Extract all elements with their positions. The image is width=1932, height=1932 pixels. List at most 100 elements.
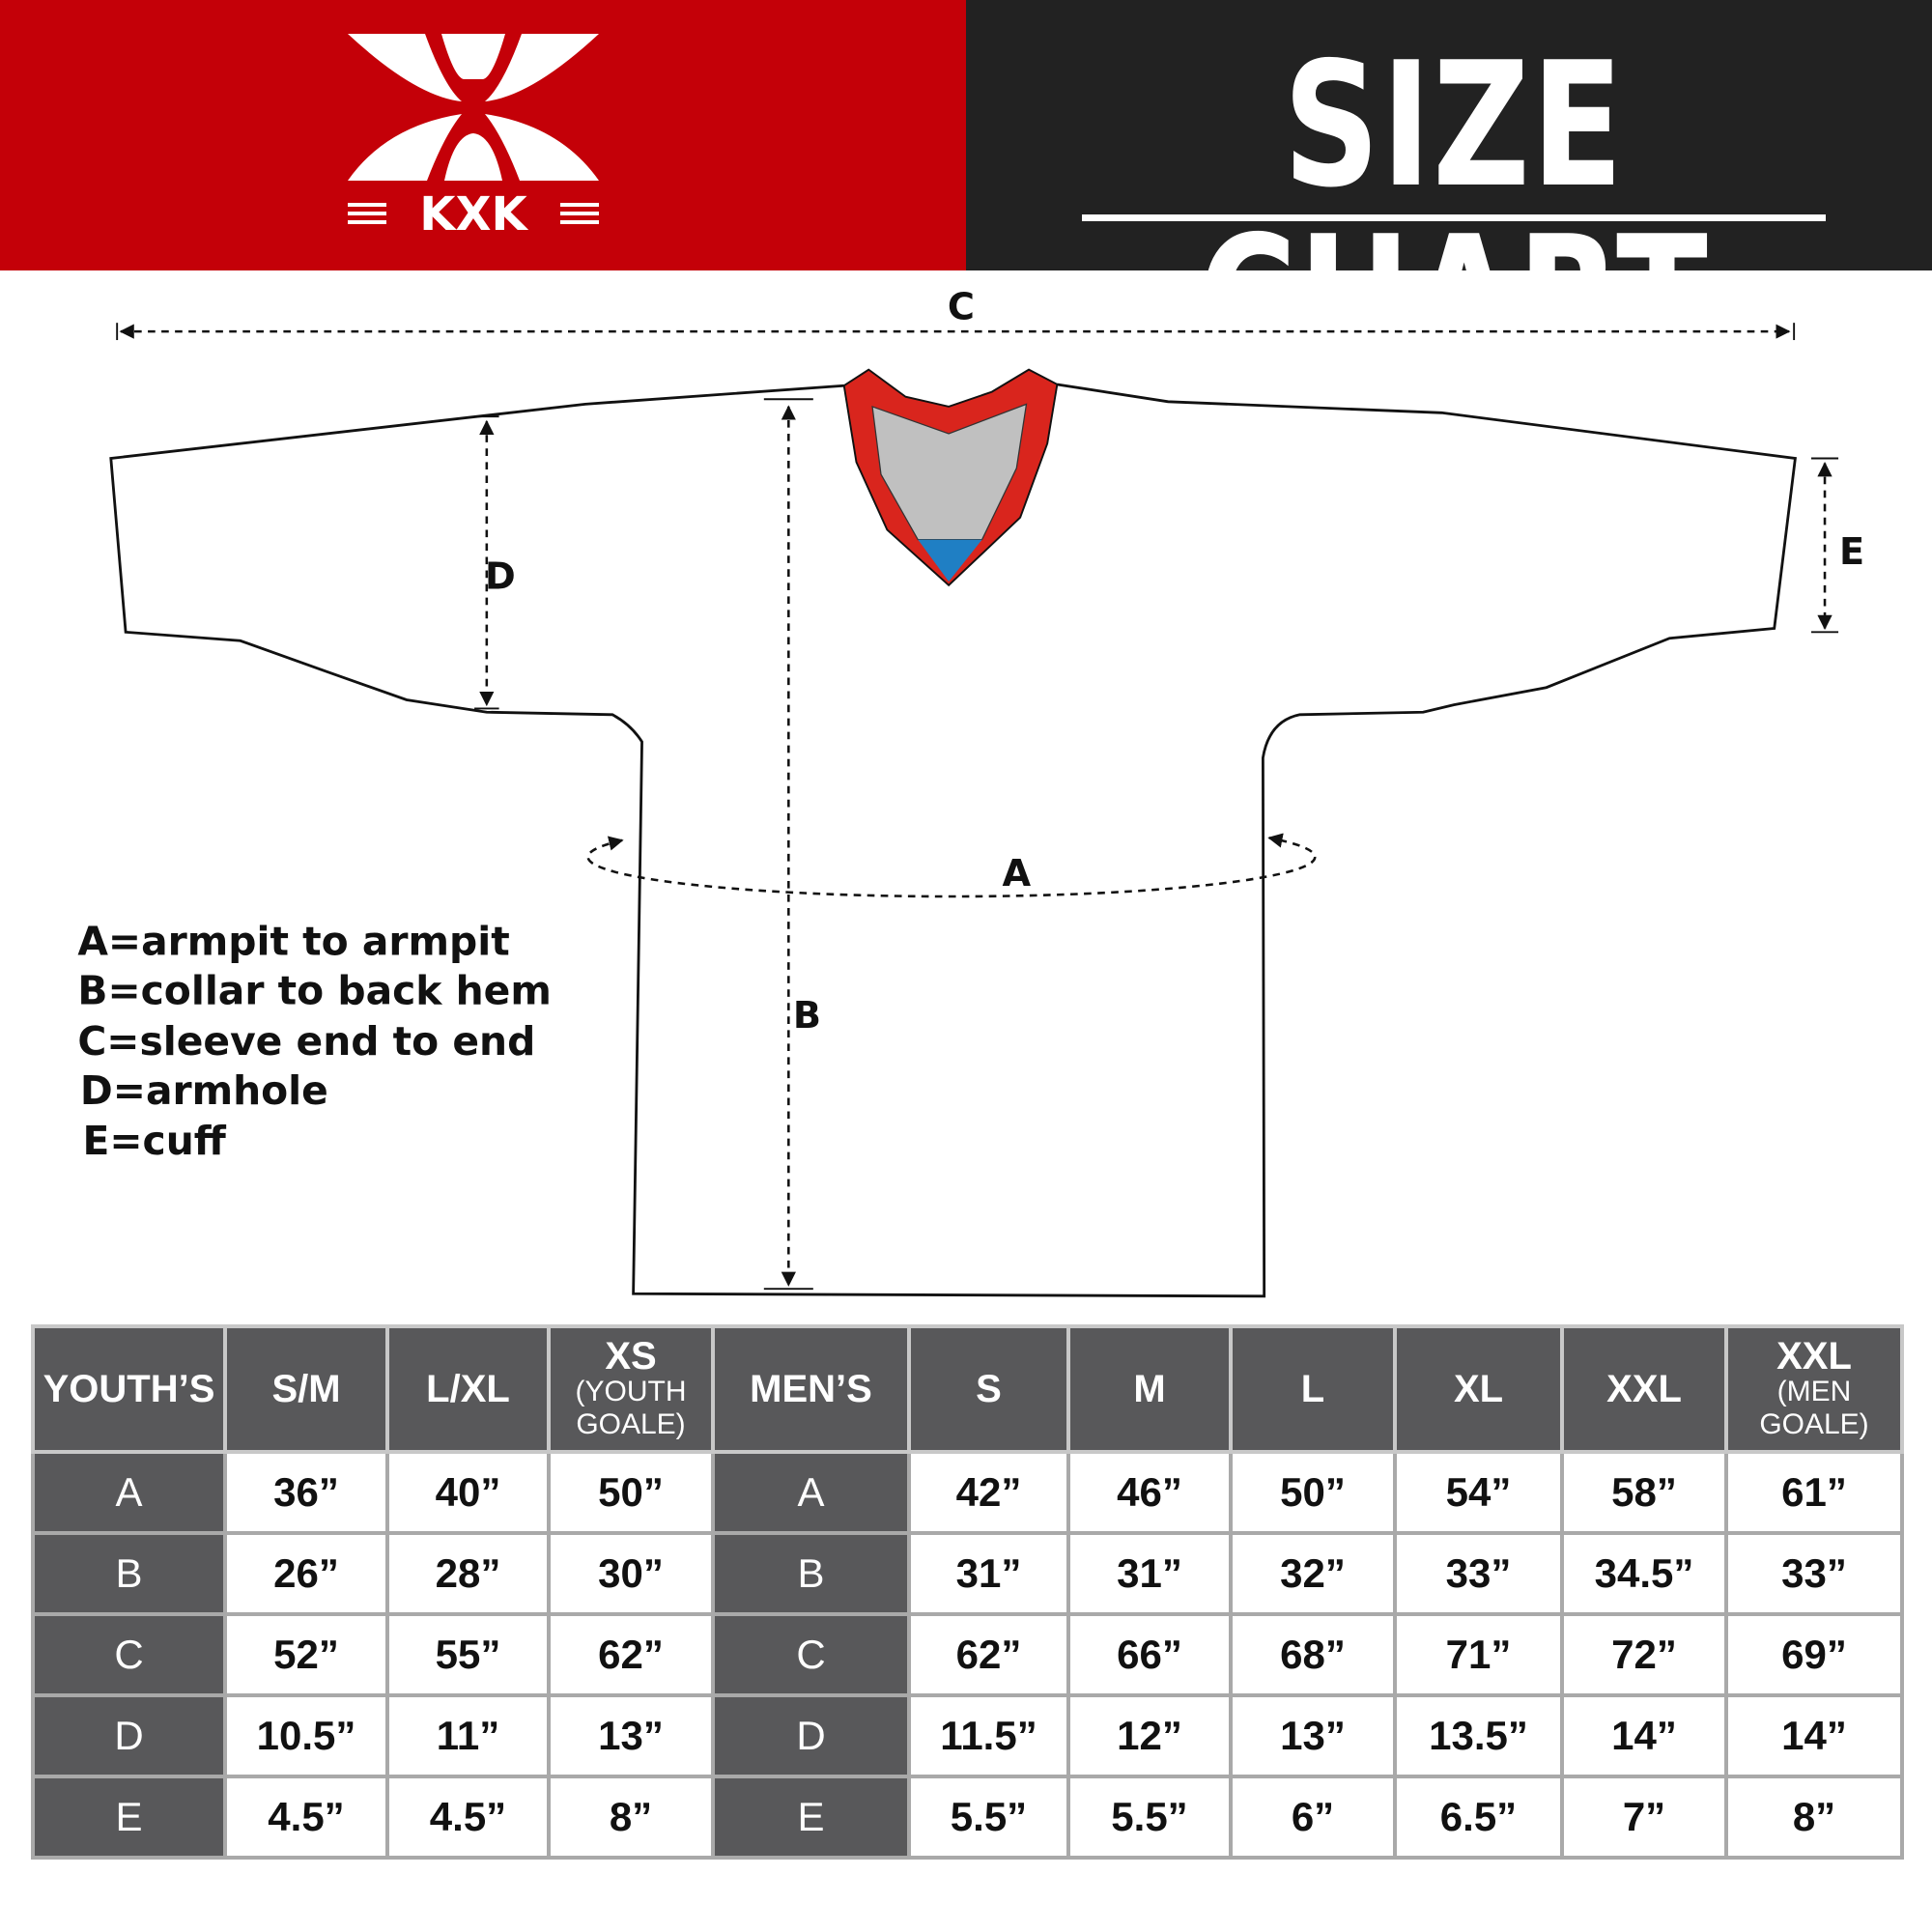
header-title-panel [966, 0, 1932, 270]
men-size-value: 11.5” [907, 1693, 1070, 1778]
column-header-label: L [1300, 1368, 1325, 1410]
column-header: L/XL [385, 1324, 551, 1454]
table-row: D 10.5” 11” 13” D 11.5” 12” 13” 13.5” 14” 14” [31, 1693, 1904, 1778]
youth-measure-label: E [31, 1775, 227, 1860]
title-underline [1082, 214, 1826, 221]
youth-size-value: 55” [385, 1612, 551, 1697]
measure-a-line [586, 833, 1317, 898]
men-size-value: 62” [907, 1612, 1070, 1697]
men-size-value: 6.5” [1393, 1775, 1564, 1860]
column-header: YOUTH’S [31, 1324, 227, 1454]
men-size-value: 69” [1724, 1612, 1904, 1697]
youth-measure-label: A [31, 1450, 227, 1535]
column-header: XS (YOUTH GOALE) [547, 1324, 715, 1454]
men-size-value: 61” [1724, 1450, 1904, 1535]
page-title: SIZE CHART [1198, 25, 1710, 399]
column-header: S/M [223, 1324, 389, 1454]
youth-size-value: 8” [547, 1775, 715, 1860]
youth-size-value: 40” [385, 1450, 551, 1535]
men-size-value: 32” [1229, 1531, 1397, 1616]
label-c: C [948, 285, 975, 328]
column-header: L [1229, 1324, 1397, 1454]
column-header-label: XXL [1606, 1368, 1682, 1410]
table-row: E 4.5” 4.5” 8” E 5.5” 5.5” 6” 6.5” 7” 8” [31, 1775, 1904, 1860]
column-header-label: XL [1453, 1368, 1504, 1410]
column-header-label: MEN’S [750, 1368, 872, 1410]
youth-size-value: 62” [547, 1612, 715, 1697]
men-measure-label: C [711, 1612, 911, 1697]
men-size-value: 5.5” [907, 1775, 1070, 1860]
column-header-label: M [1133, 1368, 1166, 1410]
table-row: C 52” 55” 62” C 62” 66” 68” 71” 72” 69” [31, 1612, 1904, 1697]
men-size-value: 34.5” [1560, 1531, 1728, 1616]
column-header-label: XS [605, 1335, 657, 1378]
youth-size-value: 30” [547, 1531, 715, 1616]
column-header-label: XXL [1776, 1335, 1852, 1378]
column-header: MEN’S [711, 1324, 911, 1454]
youth-size-value: 52” [223, 1612, 389, 1697]
men-size-value: 58” [1560, 1450, 1728, 1535]
legend-b: B=collar to back hem [77, 968, 552, 1014]
men-size-value: 50” [1229, 1450, 1397, 1535]
legend-d: D=armhole [80, 1067, 328, 1114]
column-header: XXL [1560, 1324, 1728, 1454]
label-a: A [1002, 852, 1031, 895]
column-header: S [907, 1324, 1070, 1454]
youth-size-value: 4.5” [223, 1775, 389, 1860]
legend-c: C=sleeve end to end [77, 1018, 535, 1065]
youth-size-value: 10.5” [223, 1693, 389, 1778]
men-measure-label: B [711, 1531, 911, 1616]
column-header-label: L/XL [426, 1368, 510, 1410]
label-e: E [1839, 530, 1864, 574]
men-measure-label: E [711, 1775, 911, 1860]
measurement-legend: A=armpit to armpit B=collar to back hem … [77, 919, 552, 1165]
men-size-value: 33” [1393, 1531, 1564, 1616]
legend-a: A=armpit to armpit [77, 919, 509, 965]
men-size-value: 13” [1229, 1693, 1397, 1778]
column-header-label: S [976, 1368, 1002, 1410]
collar-inner [871, 403, 1028, 541]
column-header-label: YOUTH’S [43, 1368, 215, 1410]
men-size-value: 14” [1724, 1693, 1904, 1778]
men-size-value: 71” [1393, 1612, 1564, 1697]
table-row: B 26” 28” 30” B 31” 31” 32” 33” 34.5” 33” [31, 1531, 1904, 1616]
men-size-value: 46” [1066, 1450, 1233, 1535]
table-header-row: YOUTH’S S/M L/XL XS (YOUTH GOALE) MEN’S S M L XL X… [31, 1324, 1904, 1454]
youth-size-value: 13” [547, 1693, 715, 1778]
men-size-value: 13.5” [1393, 1693, 1564, 1778]
column-header-label: S/M [271, 1368, 341, 1410]
youth-size-value: 36” [223, 1450, 389, 1535]
men-size-value: 68” [1229, 1612, 1397, 1697]
youth-size-value: 50” [547, 1450, 715, 1535]
column-header-sublabel: (MEN GOALE) [1759, 1376, 1869, 1440]
youth-size-value: 4.5” [385, 1775, 551, 1860]
men-size-value: 66” [1066, 1612, 1233, 1697]
men-measure-label: D [711, 1693, 911, 1778]
men-size-value: 31” [1066, 1531, 1233, 1616]
men-size-value: 7” [1560, 1775, 1728, 1860]
youth-measure-label: D [31, 1693, 227, 1778]
men-size-value: 14” [1560, 1693, 1728, 1778]
men-size-value: 12” [1066, 1693, 1233, 1778]
men-size-value: 72” [1560, 1612, 1728, 1697]
men-size-value: 5.5” [1066, 1775, 1233, 1860]
column-header-sublabel: (YOUTH GOALE) [575, 1376, 687, 1440]
column-header: M [1066, 1324, 1233, 1454]
men-size-value: 54” [1393, 1450, 1564, 1535]
youth-measure-label: B [31, 1531, 227, 1616]
legend-e: E=cuff [82, 1118, 226, 1164]
youth-size-value: 11” [385, 1693, 551, 1778]
table-row: A 36” 40” 50” A 42” 46” 50” 54” 58” 61” [31, 1450, 1904, 1535]
youth-size-value: 28” [385, 1531, 551, 1616]
column-header: XXL (MEN GOALE) [1724, 1324, 1904, 1454]
label-b: B [793, 994, 821, 1037]
label-d: D [485, 555, 516, 599]
column-header: XL [1393, 1324, 1564, 1454]
men-size-value: 8” [1724, 1775, 1904, 1860]
logo-wordmark: KXK [419, 187, 528, 242]
size-table: YOUTH’S S/M L/XL XS (YOUTH GOALE) MEN’S S M L XL X… [31, 1324, 1904, 1860]
youth-measure-label: C [31, 1612, 227, 1697]
men-size-value: 6” [1229, 1775, 1397, 1860]
kxk-logo: KXK [348, 34, 599, 242]
